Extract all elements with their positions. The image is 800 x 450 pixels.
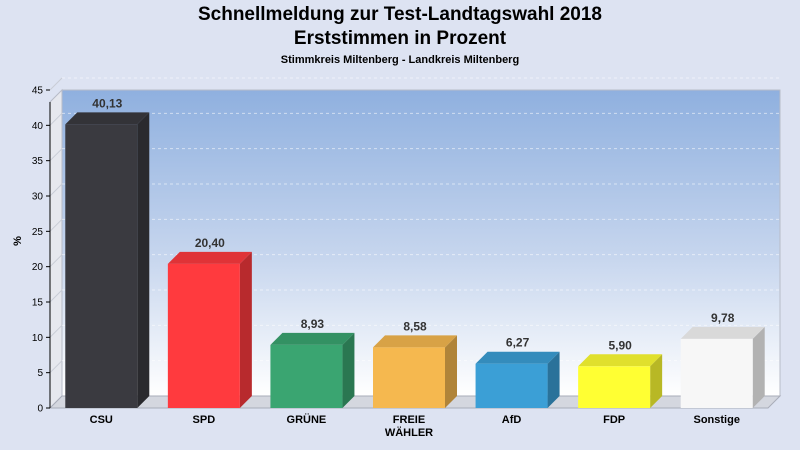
bar-side bbox=[547, 351, 560, 408]
y-tick-label: 10 bbox=[32, 333, 44, 344]
gridline-wall bbox=[49, 218, 63, 232]
bar bbox=[680, 326, 765, 408]
bar-front bbox=[167, 263, 240, 408]
chart-title-line2: Erststimmen in Prozent bbox=[293, 28, 507, 49]
gridline-wall bbox=[49, 77, 63, 91]
bar-top bbox=[680, 326, 765, 339]
bar-side bbox=[752, 326, 765, 408]
chart-title: Schnellmeldung zur Test-Landtagswahl 201… bbox=[197, 4, 602, 25]
bar-top bbox=[578, 354, 663, 367]
bar bbox=[475, 351, 560, 408]
y-tick-label: 15 bbox=[32, 298, 44, 309]
gridline-wall bbox=[49, 360, 63, 374]
y-tick-label: 20 bbox=[32, 262, 44, 273]
x-tick-label: WÄHLER bbox=[385, 426, 433, 439]
bar-front bbox=[475, 363, 548, 408]
x-tick-label: FDP bbox=[603, 414, 625, 426]
bar-top bbox=[475, 351, 560, 364]
y-tick-label: 35 bbox=[32, 156, 44, 167]
bar-side bbox=[137, 112, 150, 408]
bar bbox=[373, 335, 457, 408]
x-tick-label: CSU bbox=[90, 414, 113, 426]
bar-top bbox=[65, 112, 150, 125]
bar-top bbox=[167, 251, 252, 264]
bar-front bbox=[680, 338, 753, 408]
x-tick-label: Sonstige bbox=[693, 414, 739, 426]
data-label: 5,90 bbox=[608, 338, 632, 352]
bar bbox=[167, 251, 252, 408]
gridline-wall bbox=[49, 148, 63, 162]
x-tick-label: AfD bbox=[502, 414, 522, 426]
gridline-wall bbox=[49, 289, 63, 303]
data-label: 6,27 bbox=[506, 336, 530, 350]
plot-left-wall bbox=[49, 88, 63, 410]
x-tick-label: FREIE bbox=[393, 414, 425, 426]
bar-front bbox=[373, 347, 445, 408]
y-tick-label: 5 bbox=[37, 368, 43, 379]
y-tick-label: 30 bbox=[32, 192, 44, 203]
bar-side bbox=[239, 251, 252, 408]
x-tick-label: SPD bbox=[193, 414, 216, 426]
data-label: 8,58 bbox=[403, 319, 427, 333]
y-tick-label: 40 bbox=[32, 121, 44, 132]
gridline-wall bbox=[49, 183, 63, 197]
bar bbox=[270, 332, 355, 408]
bar-side bbox=[445, 335, 457, 408]
gridline-wall bbox=[49, 254, 63, 268]
data-label: 40,13 bbox=[92, 96, 122, 110]
bar-side bbox=[342, 332, 355, 408]
y-tick-label: 45 bbox=[32, 86, 44, 97]
bar-side bbox=[650, 354, 663, 408]
bar-top bbox=[373, 335, 457, 348]
bar-top bbox=[270, 332, 355, 345]
bar-front bbox=[270, 344, 343, 408]
y-axis-title: % bbox=[12, 236, 24, 246]
bar bbox=[578, 354, 663, 408]
data-label: 8,93 bbox=[301, 317, 325, 331]
bar-front bbox=[578, 366, 651, 408]
bar-front bbox=[65, 124, 138, 408]
data-label: 9,78 bbox=[711, 311, 735, 325]
x-tick-label: GRÜNE bbox=[287, 413, 327, 426]
y-tick-label: 25 bbox=[32, 227, 44, 238]
gridline-wall bbox=[49, 324, 63, 338]
bar bbox=[65, 112, 150, 408]
data-label: 20,40 bbox=[195, 236, 225, 250]
gridline-wall bbox=[49, 112, 63, 126]
chart-subtitle: Stimmkreis Miltenberg - Landkreis Milten… bbox=[280, 54, 520, 66]
y-tick-label: 0 bbox=[37, 404, 43, 415]
